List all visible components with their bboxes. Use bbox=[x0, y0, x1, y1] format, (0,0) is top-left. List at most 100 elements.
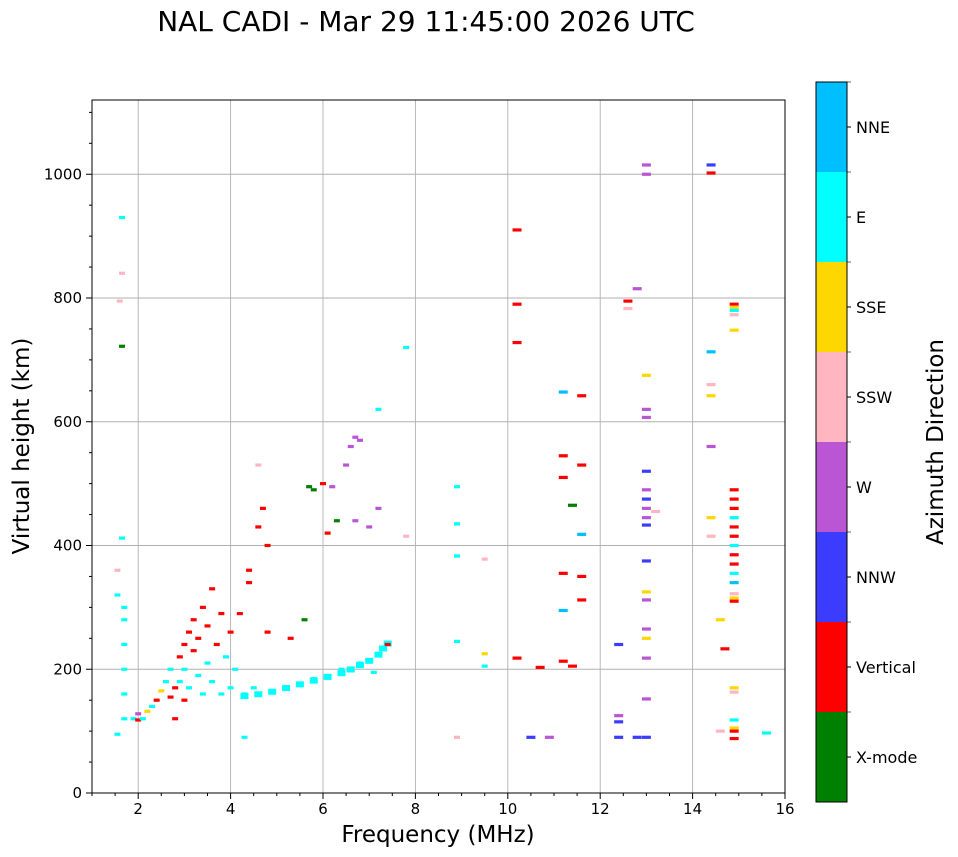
data-point bbox=[567, 664, 577, 668]
data-point bbox=[729, 592, 739, 596]
x-tick-label: 8 bbox=[411, 800, 421, 818]
colorbar-tick-label: W bbox=[856, 478, 872, 497]
colorbar-tick-label: E bbox=[856, 208, 866, 227]
colorbar-segment bbox=[816, 82, 847, 172]
data-point bbox=[232, 667, 239, 671]
data-point bbox=[641, 407, 651, 411]
data-point bbox=[374, 651, 383, 658]
data-point bbox=[246, 568, 253, 572]
data-point bbox=[181, 642, 188, 647]
data-point bbox=[240, 693, 249, 700]
data-point bbox=[114, 732, 121, 736]
data-point bbox=[176, 655, 183, 659]
data-point bbox=[190, 618, 197, 622]
y-tick-label: 0 bbox=[72, 784, 82, 802]
colorbar-tick-label: Vertical bbox=[856, 658, 916, 677]
data-point bbox=[706, 444, 716, 449]
colorbar-segment bbox=[816, 532, 847, 622]
data-point bbox=[403, 345, 410, 350]
colorbar-label: Azimuth Direction bbox=[923, 339, 949, 545]
data-point bbox=[222, 655, 229, 659]
data-point bbox=[356, 438, 363, 442]
data-point bbox=[729, 302, 739, 306]
data-point bbox=[135, 718, 142, 722]
data-point bbox=[379, 645, 388, 652]
data-point bbox=[706, 534, 716, 538]
data-point bbox=[715, 618, 725, 622]
x-tick-label: 6 bbox=[318, 800, 328, 818]
data-point bbox=[729, 305, 739, 309]
data-point bbox=[365, 657, 374, 664]
data-point bbox=[706, 394, 716, 398]
data-point bbox=[577, 463, 587, 467]
x-tick-label: 4 bbox=[226, 800, 236, 818]
data-point bbox=[453, 639, 460, 644]
data-point bbox=[453, 554, 460, 558]
data-point bbox=[135, 712, 142, 716]
data-point bbox=[176, 680, 183, 684]
data-point bbox=[329, 485, 336, 489]
data-point bbox=[259, 506, 266, 510]
data-point bbox=[246, 581, 253, 585]
data-point bbox=[729, 534, 739, 538]
data-point bbox=[706, 163, 716, 167]
data-point bbox=[623, 306, 633, 311]
data-point bbox=[301, 618, 308, 622]
data-point bbox=[729, 726, 739, 730]
data-point bbox=[558, 390, 568, 394]
data-point bbox=[729, 328, 739, 332]
data-point bbox=[715, 729, 725, 733]
data-point bbox=[375, 407, 382, 411]
data-point bbox=[310, 488, 317, 492]
data-point bbox=[577, 532, 587, 536]
data-point bbox=[227, 630, 234, 634]
plot-area: 2 4 6 8 10 12 14 16 0 200 400 600 800 1000 bbox=[44, 99, 795, 818]
data-point bbox=[632, 735, 642, 739]
colorbar-segment bbox=[816, 172, 847, 262]
y-tick-label: 1000 bbox=[44, 165, 82, 183]
data-point bbox=[121, 692, 128, 696]
data-point bbox=[729, 736, 739, 741]
data-point bbox=[149, 704, 156, 708]
data-point bbox=[641, 627, 651, 631]
data-point bbox=[641, 469, 651, 473]
data-point bbox=[729, 690, 739, 694]
data-point bbox=[614, 720, 624, 724]
data-point bbox=[632, 287, 642, 291]
data-point bbox=[729, 571, 739, 575]
data-point bbox=[641, 488, 651, 492]
data-point bbox=[481, 557, 488, 561]
data-point bbox=[172, 717, 179, 721]
data-point bbox=[199, 605, 206, 609]
data-point bbox=[729, 497, 739, 501]
data-point bbox=[544, 735, 554, 739]
data-point bbox=[651, 509, 661, 514]
data-point bbox=[338, 667, 345, 671]
data-point bbox=[366, 525, 373, 529]
data-point bbox=[218, 692, 225, 696]
data-point bbox=[762, 731, 772, 735]
data-point bbox=[114, 593, 121, 597]
data-point bbox=[306, 485, 313, 489]
data-point bbox=[453, 735, 460, 739]
data-point bbox=[139, 717, 146, 721]
colorbar-tick-label: SSE bbox=[856, 298, 886, 317]
data-point bbox=[558, 475, 568, 480]
data-point bbox=[121, 642, 128, 647]
data-point bbox=[310, 676, 317, 681]
data-point bbox=[320, 482, 326, 486]
data-point bbox=[706, 350, 716, 354]
data-point bbox=[614, 714, 624, 718]
data-point bbox=[186, 686, 193, 690]
data-point bbox=[614, 642, 624, 647]
data-point bbox=[121, 717, 128, 721]
data-point bbox=[343, 463, 350, 467]
data-point bbox=[250, 686, 257, 690]
data-point bbox=[287, 636, 294, 640]
data-point bbox=[181, 698, 188, 702]
data-point bbox=[119, 536, 126, 540]
data-point bbox=[119, 215, 126, 220]
data-point bbox=[481, 664, 488, 668]
data-point bbox=[195, 636, 202, 640]
